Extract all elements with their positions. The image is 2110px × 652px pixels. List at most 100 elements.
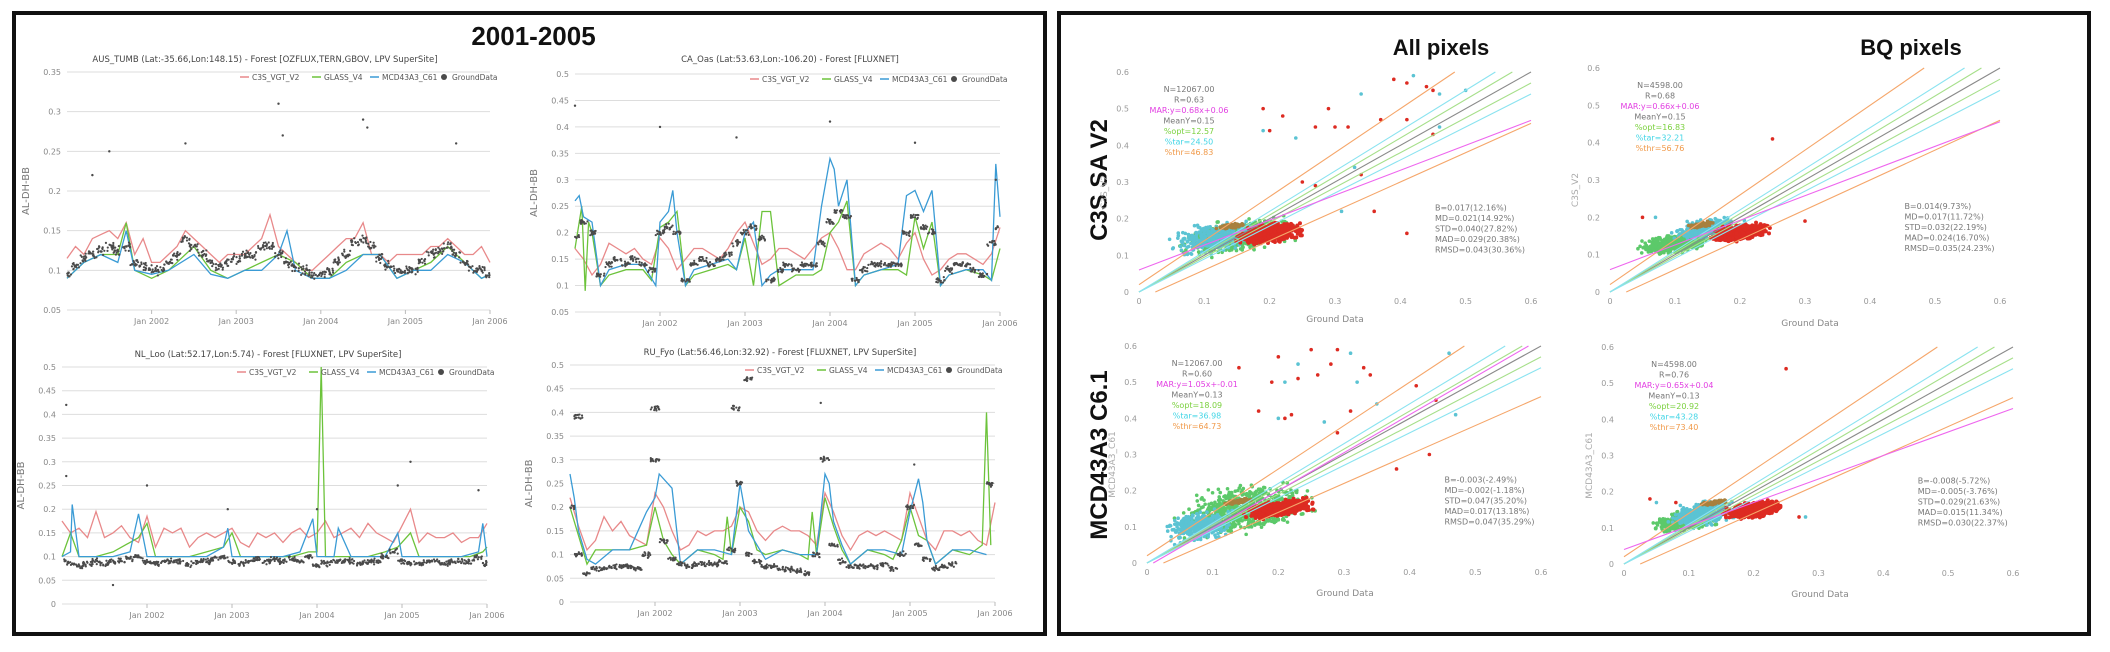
ground-data-point [392,265,395,268]
ground-data-point [610,566,613,570]
ground-data-point [119,557,122,560]
ground-data-point [994,178,997,181]
ground-data-point [598,566,601,569]
ground-data-point [387,262,390,265]
scatter-point-brown [1237,224,1242,229]
ground-data-point [389,551,392,554]
ground-data-point [807,263,811,267]
time-series-panel: 2001-2005 [12,11,1047,636]
ground-data-point [351,558,354,561]
ground-data-point [839,211,842,214]
ground-data-point [797,270,801,273]
ground-data-point [880,262,883,265]
y-tick-label: 0.1 [1116,251,1129,260]
ground-data-point [104,241,108,244]
ground-data-point [316,275,319,278]
ground-data-point [393,267,396,270]
x-tick-label: Jan 2002 [636,609,672,618]
ground-data-point [988,483,991,486]
ground-data-point [471,265,474,268]
ground-data-point [605,261,608,264]
ground-data-point [157,270,160,273]
ground-data-point [818,556,821,559]
ground-data-point [625,263,628,266]
ground-data-point [686,278,689,281]
scatter-outlier [1405,231,1409,236]
ground-data-point [880,260,883,263]
ground-data-point [931,232,934,236]
ground-data-point [233,252,236,255]
ground-data-point [946,267,949,271]
scatter-outlier [1437,125,1442,129]
ground-data-point [483,269,486,272]
ground-data-point [858,567,861,570]
ground-data-point [807,573,811,576]
ground-data-point [357,243,360,246]
ground-data-point [167,559,170,562]
ground-data-point [822,458,825,462]
ground-data-point [716,563,720,566]
scatter-outlier [1300,180,1305,184]
ground-data-point [263,248,266,251]
ground-data-point [265,247,268,250]
ground-data-point [629,256,632,259]
ground-data-point [890,567,893,570]
ground-data-point [580,552,583,555]
legend-label: GroundData [957,366,1003,375]
ground-data-point [790,263,793,266]
scatter-point-red [1295,231,1300,236]
scatter-outlier [1431,88,1435,93]
ground-data-point [977,269,980,272]
y-tick-label: 0.15 [38,529,56,538]
ground-data-point [289,260,292,263]
ground-data-point [917,214,920,217]
y-tick-label: 0.3 [556,176,569,185]
ground-data-point [449,242,452,245]
ground-data-point [353,237,356,240]
time-series-chart-nl_loo: NL_Loo (Lat:52.17,Lon:5.74) - Forest [FL… [16,350,505,620]
ground-data-point [823,245,826,248]
ground-data-point [728,255,731,258]
ground-data-point [147,268,150,271]
ground-data-point [476,558,480,561]
ground-data-point [974,268,977,272]
ground-data-point [845,566,848,569]
ground-data-point [950,272,954,275]
ground-data-point [250,559,253,562]
x-tick-label: 0.3 [1799,297,1812,306]
x-tick-label: 0.2 [1734,297,1747,306]
legend-label: C3S_VGT_V2 [762,75,810,84]
ground-data-point [385,554,388,557]
ground-data-point [580,218,583,222]
ground-data-point [605,262,608,266]
y-tick-label: 0.4 [43,410,56,419]
ground-data-point [897,553,901,556]
ground-data-point [857,281,860,284]
ground-data-point [732,548,735,552]
ground-data-point [144,266,147,270]
ground-data-point [488,273,491,277]
ground-data-point [323,275,326,279]
ground-data-point [102,564,105,567]
series-line-mcd43a3_c61 [66,228,491,280]
ground-data-point [884,562,888,565]
ground-data-point [615,563,618,566]
ground-data-point [367,245,370,248]
x-tick-label: Jan 2002 [128,611,164,620]
ground-data-point [960,264,963,267]
ground-data-point [156,274,159,277]
ground-data-point [909,216,913,219]
ground-data-point [938,568,941,572]
scatter-point-brown [1229,224,1234,229]
ground-data-point [735,136,738,139]
ground-data-point [131,558,134,561]
ground-data-point [356,561,359,564]
ground-data-point [167,562,170,565]
x-tick-label: 0.3 [1329,297,1342,306]
ground-data-point [855,278,859,281]
ground-data-point [838,562,841,565]
ground-data-point [597,569,600,573]
ground-data-point [288,558,292,561]
ground-data-point [432,248,435,251]
ground-data-point [647,269,650,272]
